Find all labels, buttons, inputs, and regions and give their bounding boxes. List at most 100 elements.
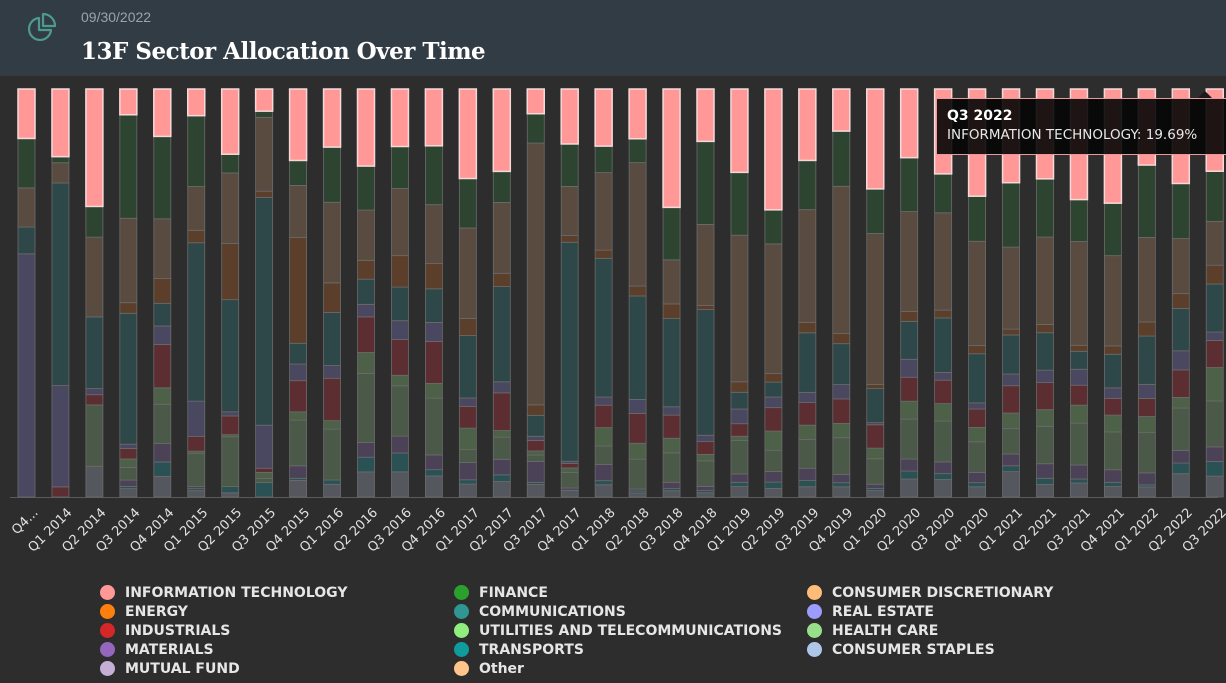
bar-segment-information-technology[interactable] (85, 88, 104, 208)
bar-segment-utilities-and-telecommunications[interactable] (1002, 428, 1020, 455)
bar-segment-industrials[interactable] (221, 415, 240, 436)
bar-segment-health-care[interactable] (119, 458, 138, 468)
bar-segment-finance[interactable] (221, 153, 240, 174)
bar-segment-energy[interactable] (934, 309, 953, 319)
bar-segment-utilities-and-telecommunications[interactable] (1070, 422, 1088, 466)
bar-segment-transports[interactable] (1104, 481, 1122, 487)
bar-segment-utilities-and-telecommunications[interactable] (289, 419, 308, 467)
bar-segment-industrials[interactable] (526, 440, 545, 452)
bar-segment-communications[interactable] (730, 391, 749, 410)
bar-stack[interactable] (1171, 88, 1191, 498)
bar-segment-consumer-staples[interactable] (526, 484, 545, 498)
bar-segment-industrials[interactable] (323, 377, 341, 422)
bar-segment-consumer-discretionary[interactable] (391, 188, 409, 257)
bar-segment-transports[interactable] (492, 474, 511, 482)
bar-segment-utilities-and-telecommunications[interactable] (968, 441, 986, 473)
bar-segment-energy[interactable] (968, 345, 986, 355)
bar-segment-health-care[interactable] (934, 403, 953, 422)
bar-segment-energy[interactable] (1104, 345, 1122, 355)
bar-segment-materials[interactable] (1070, 464, 1088, 480)
bar-segment-real-estate[interactable] (662, 406, 681, 416)
bar-segment-industrials[interactable] (357, 316, 375, 353)
bar-segment-communications[interactable] (764, 381, 783, 398)
bar-stack[interactable] (594, 88, 613, 498)
bar-segment-finance[interactable] (1104, 202, 1122, 257)
bar-segment-transports[interactable] (458, 479, 477, 485)
bar-stack[interactable] (866, 88, 885, 498)
bar-segment-industrials[interactable] (119, 448, 138, 460)
bar-segment-communications[interactable] (628, 295, 647, 400)
bar-segment-communications[interactable] (357, 278, 375, 305)
bar-segment-utilities-and-telecommunications[interactable] (119, 467, 138, 481)
bar-segment-materials[interactable] (968, 472, 986, 484)
bar-segment-consumer-discretionary[interactable] (1002, 246, 1020, 330)
bar-segment-real-estate[interactable] (1070, 368, 1088, 386)
bar-segment-transports[interactable] (1070, 478, 1088, 484)
bar-segment-finance[interactable] (187, 115, 206, 187)
bar-segment-consumer-discretionary[interactable] (696, 224, 715, 306)
bar-segment-communications[interactable] (85, 316, 104, 389)
bar-segment-communications[interactable] (798, 332, 817, 393)
bar-segment-energy[interactable] (1002, 328, 1020, 336)
bar-segment-health-care[interactable] (662, 437, 681, 454)
bar-segment-information-technology[interactable] (798, 88, 817, 162)
bar-segment-transports[interactable] (391, 452, 409, 473)
bar-segment-finance[interactable] (560, 143, 579, 187)
bar-segment-information-technology[interactable] (866, 88, 885, 190)
bar-segment-transports[interactable] (764, 481, 783, 489)
bar-segment-utilities-and-telecommunications[interactable] (1137, 432, 1156, 474)
bar-segment-finance[interactable] (323, 146, 341, 203)
bar-segment-utilities-and-telecommunications[interactable] (187, 452, 206, 487)
bar-segment-information-technology[interactable] (390, 88, 410, 148)
bar-stack[interactable] (424, 88, 444, 498)
bar-stack[interactable] (899, 88, 919, 498)
bar-segment-energy[interactable] (1205, 264, 1224, 285)
bar-segment-real-estate[interactable] (221, 411, 240, 417)
bar-segment-information-technology[interactable] (119, 88, 138, 116)
legend-item[interactable]: FINANCE (454, 583, 548, 602)
bar-segment-health-care[interactable] (560, 467, 579, 473)
bar-segment-real-estate[interactable] (85, 388, 104, 396)
bar-segment-energy[interactable] (357, 259, 375, 280)
bar-segment-materials[interactable] (1036, 463, 1054, 479)
bar-segment-utilities-and-telecommunications[interactable] (832, 437, 851, 475)
bar-segment-industrials[interactable] (1137, 398, 1156, 417)
bar-segment-information-technology[interactable] (696, 88, 715, 143)
bar-segment-real-estate[interactable] (798, 391, 817, 403)
bar-segment-information-technology[interactable] (187, 88, 206, 117)
bar-segment-communications[interactable] (1171, 308, 1190, 352)
bar-segment-transports[interactable] (255, 482, 274, 498)
bar-segment-real-estate[interactable] (1205, 331, 1224, 341)
bar-segment-real-estate[interactable] (187, 400, 206, 437)
bar-segment-transports[interactable] (357, 456, 375, 473)
bar-segment-health-care[interactable] (628, 442, 647, 460)
bar-segment-finance[interactable] (1070, 199, 1088, 242)
bar-segment-transports[interactable] (798, 480, 817, 488)
bar-segment-information-technology[interactable] (254, 88, 274, 112)
bar-stack[interactable] (153, 88, 172, 498)
bar-segment-industrials[interactable] (391, 339, 409, 376)
bar-segment-consumer-staples[interactable] (153, 475, 172, 498)
bar-segment-communications[interactable] (1002, 334, 1020, 375)
bar-segment-materials[interactable] (1137, 472, 1156, 486)
bar-segment-finance[interactable] (119, 114, 138, 219)
bar-segment-communications[interactable] (1137, 335, 1156, 385)
bar-segment-consumer-discretionary[interactable] (1070, 241, 1088, 346)
bar-segment-health-care[interactable] (1205, 367, 1224, 402)
bar-segment-energy[interactable] (526, 404, 545, 416)
bar-segment-materials[interactable] (1104, 469, 1122, 483)
bar-segment-transports[interactable] (153, 461, 172, 477)
bar-segment-transports[interactable] (934, 473, 953, 480)
bar-segment-energy[interactable] (187, 229, 206, 244)
bar-segment-consumer-discretionary[interactable] (764, 243, 783, 375)
bar-segment-communications[interactable] (696, 309, 715, 436)
bar-segment-industrials[interactable] (696, 441, 715, 455)
bar-segment-energy[interactable] (153, 278, 172, 304)
bar-segment-consumer-staples[interactable] (1070, 482, 1088, 498)
bar-segment-communications[interactable] (17, 226, 36, 255)
bar-segment-finance[interactable] (17, 138, 36, 189)
bar-segment-transports[interactable] (968, 482, 986, 488)
bar-segment-communications[interactable] (187, 242, 206, 402)
bar-segment-materials[interactable] (798, 467, 817, 481)
bar-segment-materials[interactable] (119, 479, 138, 487)
